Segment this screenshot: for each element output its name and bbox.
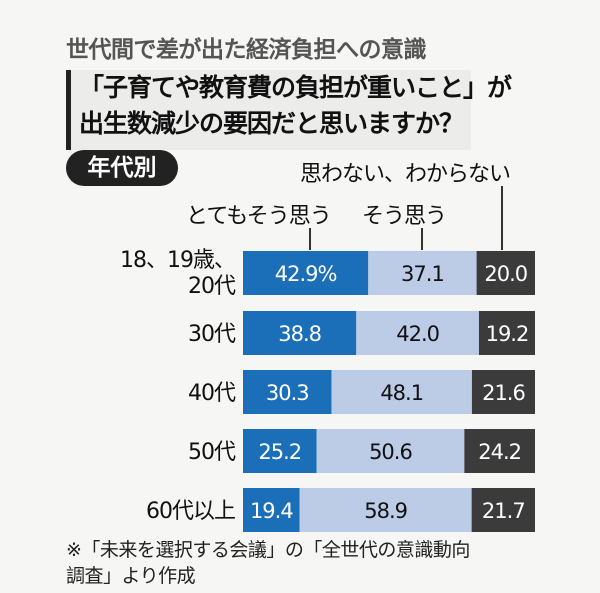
data-label: 21.7 — [482, 499, 525, 523]
category-label: 50代 — [188, 440, 236, 465]
category-label: 40代 — [188, 381, 236, 406]
bar-segment — [331, 370, 472, 414]
data-label: 30.3 — [266, 381, 309, 405]
bar-segment — [478, 311, 535, 355]
bar-segment — [243, 251, 369, 295]
legend-label-disagree: 思わない、わからない — [300, 162, 511, 187]
data-label: 42.0 — [396, 322, 439, 346]
bar-segment — [356, 311, 479, 355]
category-label: 30代 — [188, 322, 236, 347]
bar-segment — [471, 488, 535, 532]
category-label: 18、19歳、 — [120, 248, 235, 273]
question-box: 「子育てや教育費の負担が重いこと」が 出生数減少の要因だと思いますか？ — [66, 70, 512, 150]
legend-label-agree: そう思う — [362, 204, 447, 229]
data-label: 38.8 — [278, 322, 321, 346]
question-line-2: 出生数減少の要因だと思いますか？ — [79, 109, 464, 138]
leader-line-strongly-agree — [309, 228, 311, 250]
bar-segment — [243, 370, 332, 414]
data-label: 19.4 — [250, 499, 293, 523]
bar-segment — [243, 429, 317, 473]
data-label: 19.2 — [486, 322, 529, 346]
data-label: 20.0 — [484, 262, 527, 286]
leader-line-agree — [421, 228, 423, 250]
data-label: 50.6 — [369, 440, 412, 464]
bar-segment — [243, 311, 357, 355]
category-label: 20代 — [188, 274, 236, 299]
bar-segment — [464, 429, 535, 473]
legend-label-strongly-agree: とてもそう思う — [186, 204, 332, 229]
age-group-badge: 年代別 — [66, 150, 178, 186]
question-line-1: 「子育てや教育費の負担が重いこと」が — [79, 73, 512, 102]
footnote-line-2: 調査」より作成 — [66, 565, 196, 587]
data-label: 42.9% — [275, 262, 337, 286]
data-label: 48.1 — [380, 381, 423, 405]
data-label: 24.2 — [478, 440, 521, 464]
bar-segment — [299, 488, 472, 532]
data-label: 25.2 — [258, 440, 301, 464]
bar-segment — [471, 370, 535, 414]
bar-segment — [476, 251, 535, 295]
category-label: 60代以上 — [146, 499, 235, 524]
footnote-line-1: ※「未来を選択する会議」の「全世代の意識動向 — [66, 539, 470, 561]
bar-segment — [243, 488, 300, 532]
data-label: 21.6 — [482, 381, 525, 405]
bar-segment — [368, 251, 477, 295]
bar-segment — [316, 429, 465, 473]
data-label: 37.1 — [401, 262, 444, 286]
data-label: 58.9 — [364, 499, 407, 523]
chart-title: 世代間で差が出た経済負担への意識 — [66, 37, 427, 63]
leader-line-disagree — [501, 186, 503, 250]
